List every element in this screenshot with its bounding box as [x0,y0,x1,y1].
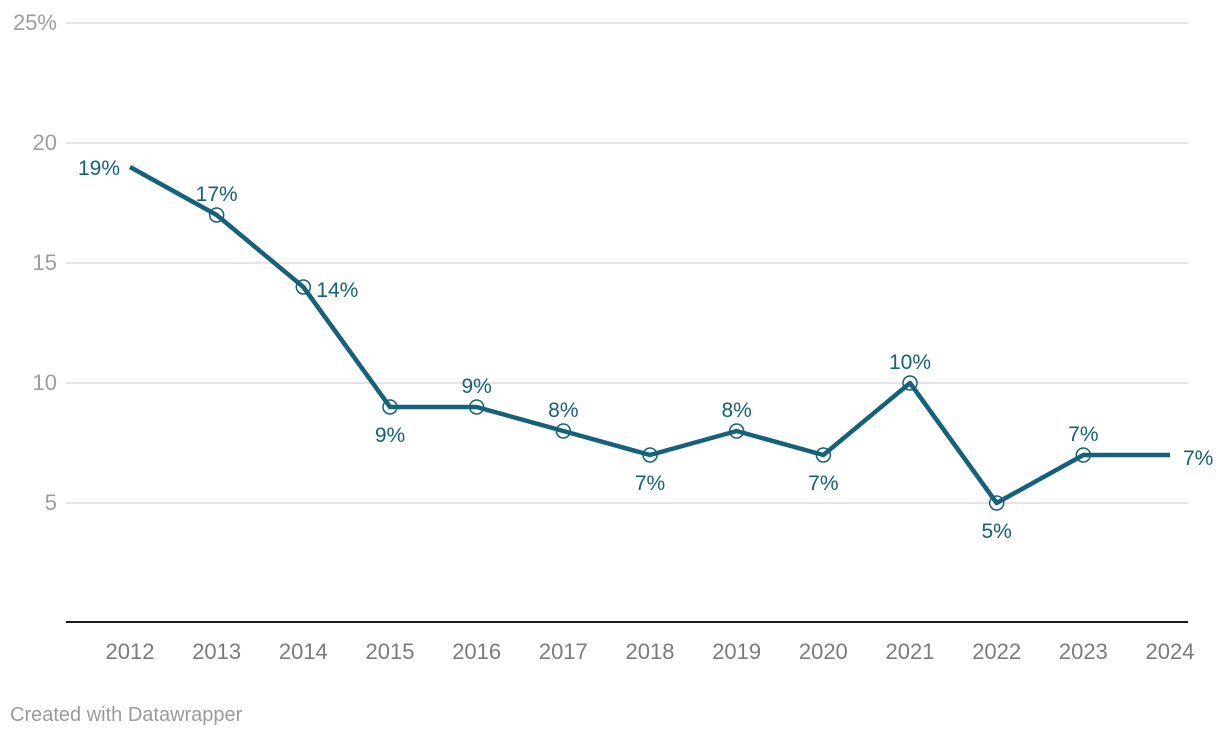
y-tick-label: 25% [13,10,57,35]
data-point-label: 5% [981,520,1011,543]
y-tick-label: 15 [33,250,57,275]
x-tick-label: 2024 [1146,639,1195,664]
data-point-label: 7% [1183,447,1213,470]
x-tick-label: 2023 [1059,639,1108,664]
data-point-label: 8% [721,399,751,422]
y-tick-label: 5 [45,490,57,515]
x-tick-label: 2018 [626,639,675,664]
data-point-label: 14% [316,279,358,302]
data-point-label: 8% [548,399,578,422]
data-point-label: 7% [1068,423,1098,446]
x-tick-label: 2016 [452,639,501,664]
y-tick-label: 20 [33,130,57,155]
x-tick-label: 2021 [886,639,935,664]
datawrapper-attribution-link[interactable]: Created with Datawrapper [10,704,243,726]
x-tick-label: 2020 [799,639,848,664]
x-tick-label: 2019 [712,639,761,664]
x-tick-label: 2012 [106,639,155,664]
data-line [128,165,1170,506]
data-point-label: 10% [889,351,931,374]
data-point-label: 9% [461,375,491,398]
data-point-label: 7% [808,472,838,495]
x-tick-label: 2017 [539,639,588,664]
y-tick-label: 10 [33,370,57,395]
x-tick-label: 2014 [279,639,328,664]
data-point-label: 17% [196,183,238,206]
data-point-label: 9% [375,424,405,447]
x-tick-label: 2013 [192,639,241,664]
x-tick-label: 2022 [972,639,1021,664]
data-point-label: 7% [635,472,665,495]
data-point-label: 19% [78,157,120,180]
x-tick-label: 2015 [366,639,415,664]
